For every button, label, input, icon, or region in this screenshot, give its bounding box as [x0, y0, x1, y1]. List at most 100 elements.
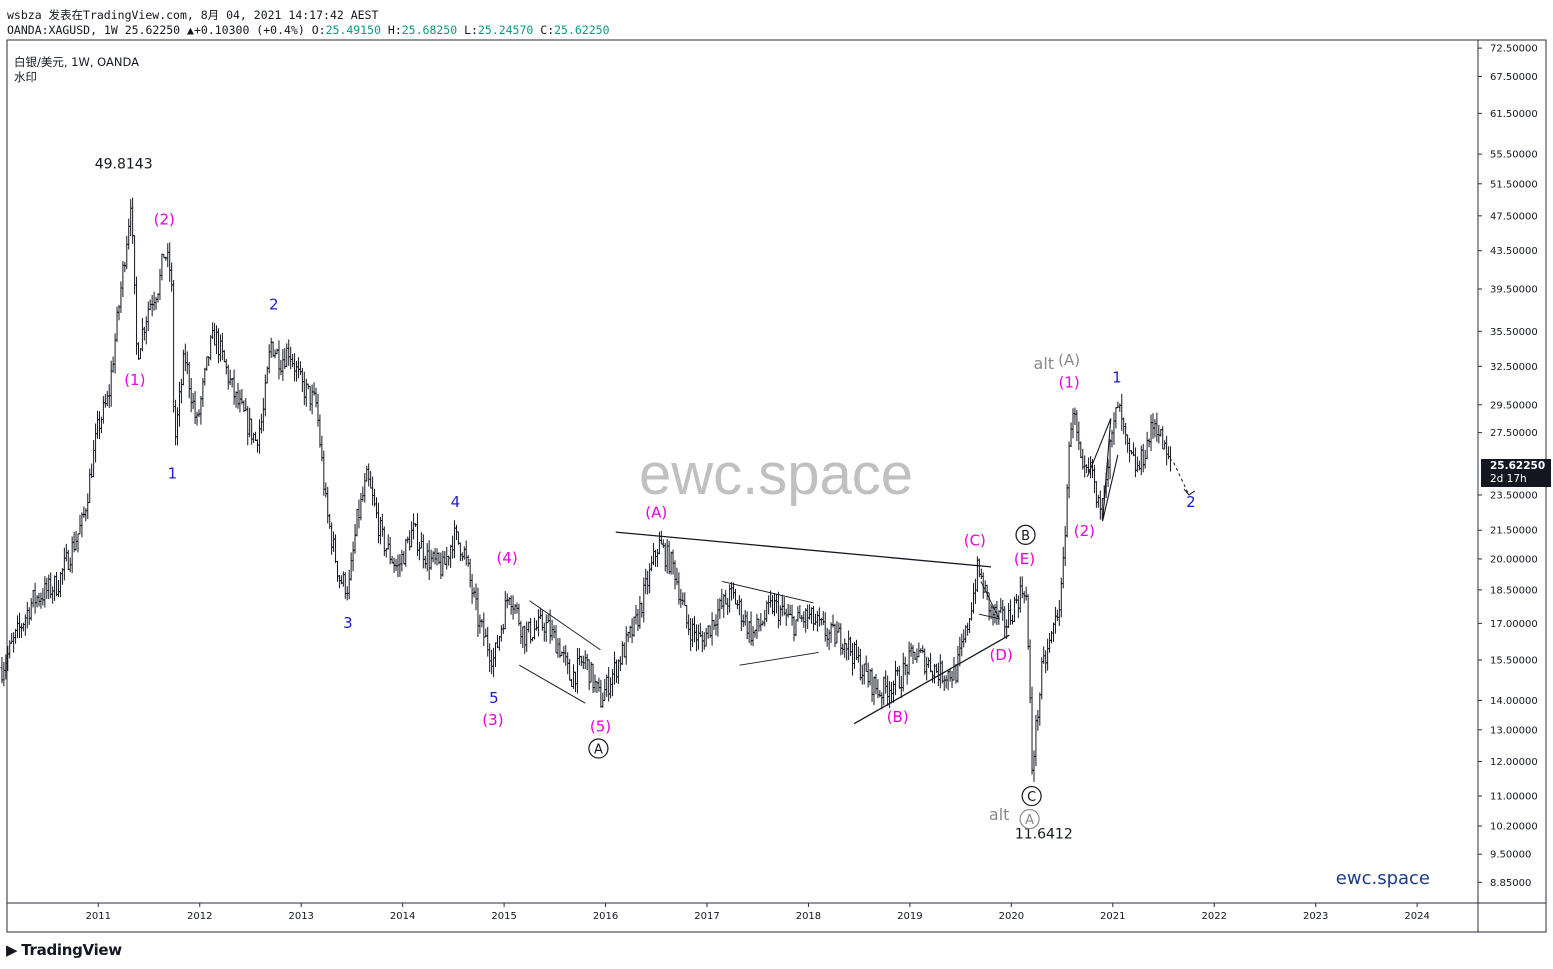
ohlc-bar	[499, 625, 503, 642]
ohlc-bar	[279, 359, 283, 376]
ohlc-bar	[765, 600, 769, 622]
ohlc-bar	[25, 601, 29, 629]
ohlc-bar	[1094, 481, 1098, 508]
ohlc-bar	[652, 542, 656, 566]
symbol-label: OANDA:XAGUSD, 1W	[7, 23, 118, 37]
ohlc-bar	[815, 610, 819, 632]
ohlc-bar	[234, 391, 238, 408]
ohlc-bar	[579, 655, 583, 667]
ohlc-bar	[21, 622, 25, 632]
ohlc-bar	[371, 476, 375, 506]
ohlc-bar	[74, 530, 78, 551]
ohlc-bar	[858, 648, 862, 681]
ohlc-bar	[698, 623, 702, 637]
ohlc-bar	[667, 541, 671, 575]
ohlc-bar	[591, 663, 595, 693]
ohlc-bar	[851, 643, 855, 676]
ohlc-bar	[1003, 606, 1007, 639]
ohlc-bar	[275, 348, 279, 355]
ohlc-bar	[733, 588, 737, 605]
low-value: 25.24570	[477, 23, 534, 37]
ohlc-bar	[825, 627, 829, 647]
circled-wave-label: A	[1019, 808, 1040, 830]
ohlc-bar	[37, 592, 41, 607]
ohlc-bar	[271, 341, 275, 357]
tradingview-brand[interactable]: ▶ TradingView	[6, 941, 122, 959]
ohlc-bar	[296, 357, 300, 379]
wave-label: (C)	[964, 531, 986, 549]
ohlc-bar	[564, 645, 568, 666]
ohlc-bar	[882, 676, 886, 706]
ohlc-bar	[1169, 446, 1173, 472]
ohlc-bar	[101, 396, 105, 424]
ohlc-bar	[228, 369, 232, 385]
ohlc-bar	[884, 670, 888, 694]
ohlc-bar	[813, 613, 817, 626]
ohlc-bar	[380, 513, 384, 537]
ohlc-bar	[636, 608, 640, 632]
ohlc-bar	[1092, 464, 1096, 494]
ohlc-bar	[671, 549, 675, 575]
time-axis[interactable]: 2011 2012 2013 2014 2015 2016 2017 2018 2019 2020…	[86, 903, 1430, 922]
ohlc-bar	[999, 598, 1003, 614]
ohlc-bar	[355, 509, 359, 537]
price-tick-label: 23.50000	[1490, 490, 1538, 501]
ohlc-bar	[88, 468, 92, 503]
watermark-label: 水印	[14, 70, 37, 84]
wave-label: 1	[1112, 369, 1122, 387]
ohlc-bar	[849, 636, 853, 657]
ohlc-bar	[449, 544, 453, 569]
low-label: L:	[464, 23, 478, 37]
ohlc-bar	[298, 361, 302, 376]
ohlc-bar	[495, 634, 499, 649]
ohlc-bar	[353, 523, 357, 554]
ohlc-bar	[632, 616, 636, 637]
wave-circle-text: B	[1021, 529, 1030, 544]
wave-label: (4)	[497, 549, 518, 567]
ohlc-bars	[0, 197, 1173, 782]
ohlc-bar	[909, 642, 913, 657]
ohlc-bar	[792, 616, 796, 642]
ohlc-bar	[1112, 412, 1116, 445]
ohlc-bar	[550, 619, 554, 641]
ohlc-bar	[751, 626, 755, 647]
wave-label: (A)	[645, 504, 667, 522]
ohlc-bar	[911, 644, 915, 665]
ohlc-bar	[17, 612, 21, 639]
ohlc-bar	[794, 619, 798, 637]
high-value: 25.68250	[401, 23, 458, 37]
time-tick-label: 2015	[491, 911, 516, 922]
ohlc-bar	[640, 602, 644, 618]
ohlc-bar	[195, 411, 199, 426]
ohlc-bar	[624, 626, 628, 665]
price-axis[interactable]: 72.50000 67.50000 61.50000 55.50000 51.50000…	[1478, 44, 1538, 889]
publish-info: wsbza 发表在TradingView.com, 8月 04, 2021 14…	[7, 8, 379, 22]
ohlc-bar	[503, 591, 507, 630]
ohlc-bar	[975, 556, 979, 592]
ohlc-bar	[806, 604, 810, 630]
ohlc-bar	[332, 531, 336, 552]
ohlc-bar	[1135, 456, 1139, 473]
ohlc-bar	[215, 325, 219, 355]
ohlc-bar	[476, 587, 480, 637]
price-tick-label: 17.00000	[1490, 619, 1538, 630]
ohlc-bar	[587, 659, 591, 691]
ohlc-bar	[753, 629, 757, 638]
ohlc-bar	[224, 358, 228, 375]
ohlc-bar	[650, 555, 654, 572]
ohlc-bar	[451, 535, 455, 559]
ohlc-bar	[494, 642, 498, 668]
ohlc-bar	[16, 615, 20, 639]
ohlc-bar	[45, 577, 49, 599]
ohlc-bar	[396, 554, 400, 578]
ohlc-bar	[724, 589, 728, 605]
ohlc-bar	[718, 598, 722, 619]
ohlc-bar	[689, 618, 693, 651]
time-tick-label: 2013	[288, 911, 313, 922]
price-tick-label: 72.50000	[1490, 44, 1538, 55]
ohlc-bar	[583, 650, 587, 670]
price-tick-label: 51.50000	[1490, 179, 1538, 190]
ohlc-bar	[533, 617, 537, 640]
ohlc-bar	[609, 677, 613, 699]
